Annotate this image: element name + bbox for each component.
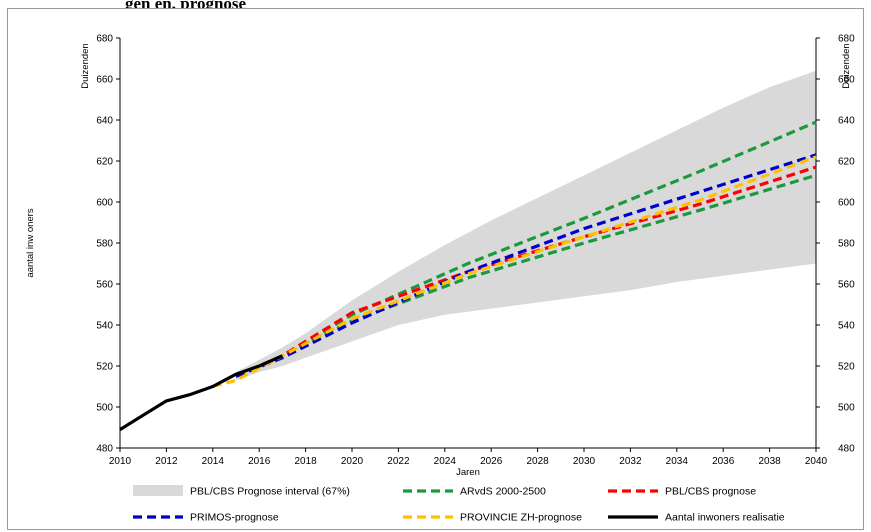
y-tick-label-right: 600 — [838, 198, 855, 209]
x-tick-label: 2026 — [480, 456, 503, 467]
series-line-3 — [235, 153, 817, 378]
legend-item-2: PBL/CBS prognose — [608, 486, 756, 498]
y-tick-label-right: 680 — [838, 34, 855, 45]
series-line-5 — [119, 354, 284, 431]
chart-frame — [7, 8, 864, 530]
x-tick-label: 2024 — [434, 456, 457, 467]
prognose-interval-band — [236, 70, 816, 381]
y-tick-label-left: 600 — [96, 198, 113, 209]
x-tick-label: 2028 — [526, 456, 549, 467]
header-fragment: gen en, prognose — [0, 0, 871, 8]
x-tick-label: 2016 — [248, 456, 271, 467]
x-tick-label: 2012 — [155, 456, 178, 467]
y-tick-label-right: 620 — [838, 157, 855, 168]
y-tick-label-left: 520 — [96, 362, 113, 373]
y-tick-label-right: 640 — [838, 116, 855, 127]
legend-item-4: PROVINCIE ZH-prognose — [403, 512, 582, 524]
x-axis-title: Jaren — [456, 467, 480, 478]
y-tick-label-left: 500 — [96, 403, 113, 414]
x-tick-label: 2010 — [109, 456, 132, 467]
x-tick-label: 2014 — [202, 456, 225, 467]
y-tick-label-right: 540 — [838, 321, 855, 332]
y-tick-label-left: 660 — [96, 75, 113, 86]
y-tick-label-left: 680 — [96, 34, 113, 45]
legend-label: PRIMOS-prognose — [190, 512, 279, 524]
y-tick-label-right: 500 — [838, 403, 855, 414]
header-fragment-text: gen en, prognose — [125, 0, 246, 8]
legend-item-5: Aantal inwoners realisatie — [608, 512, 785, 524]
x-tick-label: 2040 — [805, 456, 828, 467]
y-tick-label-right: 580 — [838, 239, 855, 250]
legend-item-3: PRIMOS-prognose — [133, 512, 279, 524]
x-tick-label: 2020 — [341, 456, 364, 467]
y-tick-label-left: 640 — [96, 116, 113, 127]
x-tick-label: 2030 — [573, 456, 596, 467]
legend-label: PBL/CBS Prognose interval (67%) — [190, 486, 350, 498]
legend-item-1: ARvdS 2000-2500 — [403, 486, 546, 498]
x-tick-label: 2018 — [294, 456, 317, 467]
y-tick-label-right: 560 — [838, 280, 855, 291]
x-tick-label: 2032 — [619, 456, 642, 467]
x-tick-label: 2038 — [758, 456, 781, 467]
legend-item-0: PBL/CBS Prognose interval (67%) — [133, 485, 350, 498]
legend-label: ARvdS 2000-2500 — [460, 486, 546, 498]
y-tick-label-left: 580 — [96, 239, 113, 250]
y-unit-right: Duizenden — [841, 43, 852, 88]
y-unit-left: Duizenden — [80, 43, 91, 88]
y-tick-label-left: 560 — [96, 280, 113, 291]
legend-label: PROVINCIE ZH-prognose — [460, 512, 582, 524]
y-axis-title: aantal inw oners — [25, 208, 36, 277]
y-tick-label-left: 540 — [96, 321, 113, 332]
y-tick-label-right: 660 — [838, 75, 855, 86]
y-tick-label-right: 480 — [838, 444, 855, 455]
x-tick-label: 2036 — [712, 456, 735, 467]
legend-label: PBL/CBS prognose — [665, 486, 756, 498]
legend-label: Aantal inwoners realisatie — [665, 512, 785, 524]
y-tick-label-right: 520 — [838, 362, 855, 373]
x-tick-label: 2034 — [666, 456, 689, 467]
y-tick-label-left: 620 — [96, 157, 113, 168]
series-line-4 — [212, 155, 817, 389]
x-tick-label: 2022 — [387, 456, 410, 467]
y-tick-label-left: 480 — [96, 444, 113, 455]
legend-swatch-band — [133, 485, 183, 496]
